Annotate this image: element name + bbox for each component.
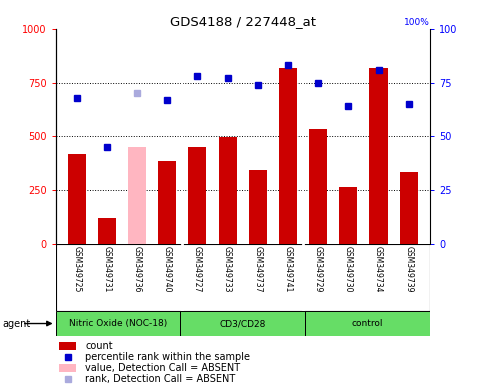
Bar — [188, 147, 207, 244]
Text: GSM349730: GSM349730 — [344, 246, 353, 292]
Text: GSM349734: GSM349734 — [374, 246, 383, 292]
Text: GSM349729: GSM349729 — [313, 246, 323, 292]
Bar — [68, 154, 86, 244]
Title: GDS4188 / 227448_at: GDS4188 / 227448_at — [170, 15, 316, 28]
Bar — [305, 311, 430, 336]
Bar — [158, 161, 176, 244]
Text: GSM349733: GSM349733 — [223, 246, 232, 292]
Text: percentile rank within the sample: percentile rank within the sample — [85, 352, 251, 362]
Bar — [56, 311, 180, 336]
Text: count: count — [85, 341, 113, 351]
Bar — [339, 187, 357, 244]
Text: 100%: 100% — [404, 18, 430, 26]
Text: GSM349725: GSM349725 — [72, 246, 81, 292]
Text: rank, Detection Call = ABSENT: rank, Detection Call = ABSENT — [85, 374, 236, 384]
Bar — [400, 172, 418, 244]
Text: GSM349741: GSM349741 — [284, 246, 293, 292]
Text: Nitric Oxide (NOC-18): Nitric Oxide (NOC-18) — [69, 319, 167, 328]
Bar — [219, 137, 237, 244]
Text: CD3/CD28: CD3/CD28 — [219, 319, 266, 328]
Bar — [128, 147, 146, 244]
Bar — [249, 170, 267, 244]
Bar — [180, 311, 305, 336]
Text: GSM349737: GSM349737 — [253, 246, 262, 292]
Text: GSM349736: GSM349736 — [132, 246, 142, 292]
Text: GSM349731: GSM349731 — [102, 246, 112, 292]
Text: GSM349739: GSM349739 — [404, 246, 413, 292]
Text: agent: agent — [2, 318, 30, 329]
Bar — [59, 364, 76, 372]
Bar — [98, 218, 116, 244]
Text: GSM349740: GSM349740 — [163, 246, 172, 292]
Text: control: control — [352, 319, 383, 328]
Text: value, Detection Call = ABSENT: value, Detection Call = ABSENT — [85, 363, 241, 373]
Bar — [59, 342, 76, 350]
Text: GSM349727: GSM349727 — [193, 246, 202, 292]
Bar — [309, 129, 327, 244]
Bar — [279, 68, 297, 244]
Bar — [369, 68, 388, 244]
